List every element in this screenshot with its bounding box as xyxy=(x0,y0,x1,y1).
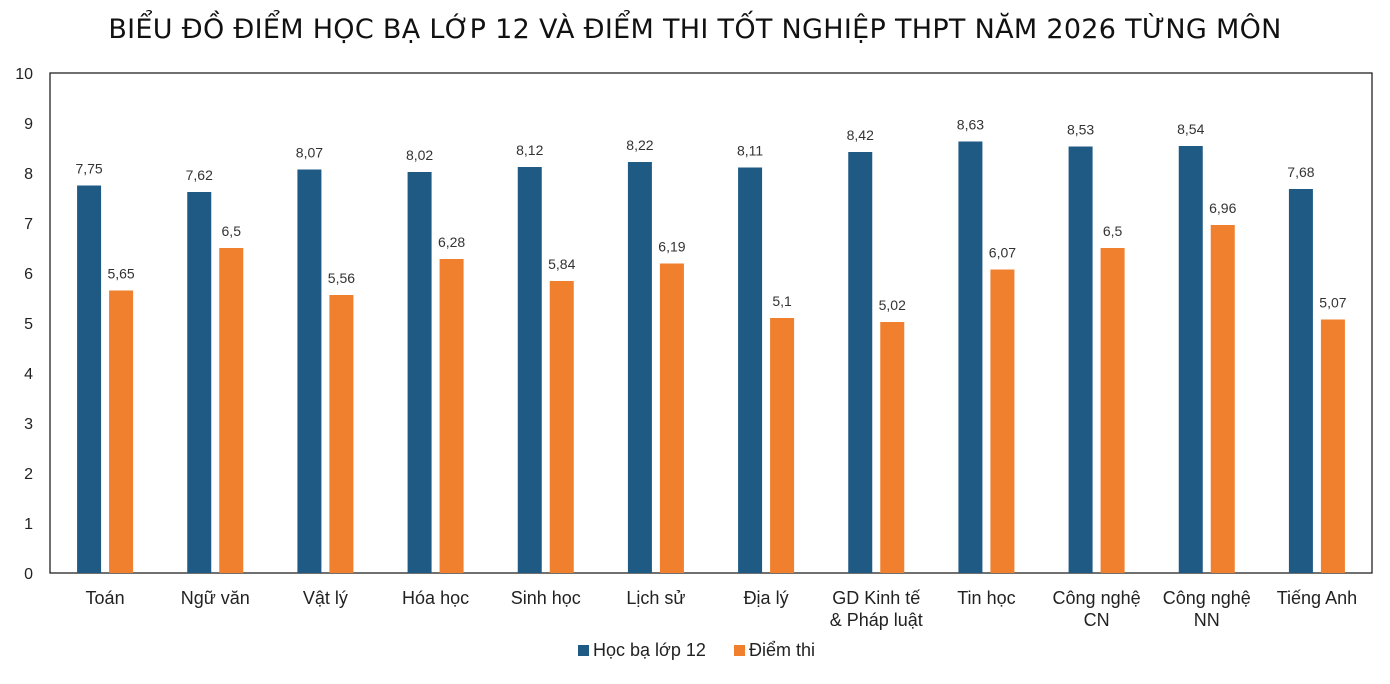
y-tick-label: 2 xyxy=(24,466,33,483)
x-tick-label: Ngữ văn xyxy=(181,588,250,608)
data-label: 8,42 xyxy=(847,127,874,143)
bar-diem-thi xyxy=(549,281,574,573)
data-label: 8,07 xyxy=(296,145,323,161)
x-tick-label: & Pháp luật xyxy=(830,610,923,630)
x-tick-label: Địa lý xyxy=(744,588,789,608)
data-label: 5,07 xyxy=(1319,295,1346,311)
data-label: 6,5 xyxy=(1103,223,1123,239)
bar-diem-thi xyxy=(1320,319,1345,573)
legend-swatch xyxy=(734,645,745,656)
bar-diem-thi xyxy=(1210,225,1235,573)
bar-hoc-ba xyxy=(848,152,873,573)
y-tick-label: 6 xyxy=(24,266,33,283)
data-label: 5,56 xyxy=(328,270,355,286)
x-tick-label: Vật lý xyxy=(303,588,348,608)
data-label: 8,63 xyxy=(957,117,984,133)
data-label: 6,96 xyxy=(1209,200,1236,216)
data-label: 6,28 xyxy=(438,234,465,250)
x-tick-label: Tin học xyxy=(957,588,1015,608)
y-tick-label: 8 xyxy=(24,166,33,183)
bar-hoc-ba xyxy=(77,185,102,573)
y-tick-label: 9 xyxy=(24,116,33,133)
data-label: 5,1 xyxy=(772,293,792,309)
bar-hoc-ba xyxy=(1068,146,1093,573)
legend-label: Học bạ lớp 12 xyxy=(593,640,706,660)
data-label: 5,65 xyxy=(107,266,134,282)
bar-hoc-ba xyxy=(1288,189,1313,573)
x-tick-label: Toán xyxy=(86,588,125,608)
bar-hoc-ba xyxy=(627,162,652,573)
bar-diem-thi xyxy=(439,259,464,573)
data-label: 8,54 xyxy=(1177,121,1204,137)
legend-label: Điểm thi xyxy=(749,640,815,660)
bar-diem-thi xyxy=(1100,248,1125,573)
bar-hoc-ba xyxy=(187,192,212,573)
data-label: 8,53 xyxy=(1067,122,1094,138)
data-label: 8,02 xyxy=(406,147,433,163)
x-tick-label: Sinh học xyxy=(511,588,581,608)
bar-hoc-ba xyxy=(297,169,322,573)
y-tick-label: 4 xyxy=(24,366,33,383)
data-label: 5,02 xyxy=(879,297,906,313)
data-label: 7,75 xyxy=(75,161,102,177)
x-tick-label: CN xyxy=(1084,610,1110,630)
x-tick-label: Tiếng Anh xyxy=(1277,588,1357,608)
bar-diem-thi xyxy=(990,269,1015,573)
bar-hoc-ba xyxy=(517,167,542,573)
bar-diem-thi xyxy=(109,290,134,573)
data-label: 6,19 xyxy=(658,239,685,255)
y-tick-label: 10 xyxy=(15,66,33,83)
y-tick-label: 7 xyxy=(24,216,33,233)
x-tick-label: Hóa học xyxy=(402,588,469,608)
y-tick-label: 3 xyxy=(24,416,33,433)
data-label: 8,12 xyxy=(516,142,543,158)
y-tick-label: 5 xyxy=(24,316,33,333)
data-label: 6,5 xyxy=(222,223,242,239)
x-tick-label: NN xyxy=(1194,610,1220,630)
x-tick-label: GD Kinh tế xyxy=(832,588,920,608)
bar-diem-thi xyxy=(880,322,905,573)
chart-title: BIỂU ĐỒ ĐIỂM HỌC BẠ LỚP 12 VÀ ĐIỂM THI T… xyxy=(108,14,1282,45)
data-label: 7,68 xyxy=(1287,164,1314,180)
legend-swatch xyxy=(578,645,589,656)
data-label: 7,62 xyxy=(186,167,213,183)
bar-hoc-ba xyxy=(958,141,983,573)
plot-frame xyxy=(49,72,1373,574)
x-tick-label: Công nghệ xyxy=(1053,588,1141,608)
bar-diem-thi xyxy=(219,248,244,573)
bar-hoc-ba xyxy=(407,172,432,573)
bar-diem-thi xyxy=(329,295,354,573)
bar-diem-thi xyxy=(659,263,684,573)
x-tick-label: Lịch sử xyxy=(626,588,685,608)
data-label: 8,11 xyxy=(737,143,763,159)
data-label: 5,84 xyxy=(548,256,575,272)
bar-diem-thi xyxy=(770,318,795,573)
y-tick-label: 0 xyxy=(24,566,33,583)
data-label: 8,22 xyxy=(626,137,653,153)
bar-hoc-ba xyxy=(738,167,763,573)
y-tick-label: 1 xyxy=(24,516,33,533)
x-tick-label: Công nghệ xyxy=(1163,588,1251,608)
data-label: 6,07 xyxy=(989,245,1016,261)
bar-hoc-ba xyxy=(1178,146,1203,573)
